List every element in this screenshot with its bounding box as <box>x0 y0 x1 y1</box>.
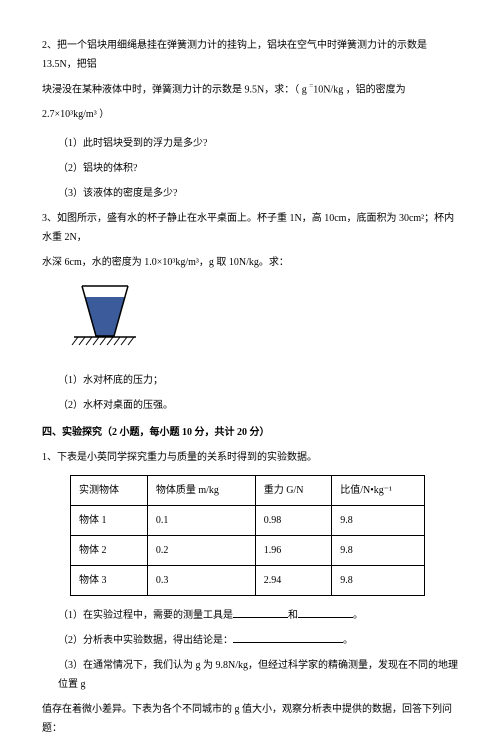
blank-tool2 <box>298 608 353 618</box>
cell: 1.96 <box>255 536 331 566</box>
q3-line1: 3、如图所示，盛有水的杯子静止在水平桌面上。杯子重 1N，高 10cm，底面积为… <box>42 209 458 247</box>
q3-sub2: （2）水杯对桌面的压强。 <box>42 396 458 415</box>
hatch <box>107 337 113 345</box>
q2-line3: 2.7×10³kg/m³ ） <box>42 105 458 124</box>
q2-line2-a: 块浸没在某种液体中时，弹簧测力计的示数是 9.5N，求：（ g <box>42 84 309 95</box>
cell: 0.3 <box>147 566 255 596</box>
sub2-a: （2）分析表中实验数据，得出结论是： <box>58 635 233 646</box>
cell: 物体 3 <box>71 566 148 596</box>
table-row: 物体 1 0.1 0.98 9.8 <box>71 506 425 536</box>
hatch <box>128 337 134 345</box>
hatch <box>114 337 120 345</box>
cell: 物体 1 <box>71 506 148 536</box>
cell: 2.94 <box>255 566 331 596</box>
cell: 0.2 <box>147 536 255 566</box>
q4-1-sub3-l1: （3）在通常情况下，我们认为 g 为 9.8N/kg，但经过科学家的精确测量，发… <box>42 656 458 694</box>
section4-title: 四、实验探究（2 小题，每小题 10 分，共计 20 分） <box>42 423 458 442</box>
hatch <box>86 337 92 345</box>
q2-line2-b: 10N/kg ，铝的密度为 <box>313 84 406 95</box>
th-mass: 物体质量 m/kg <box>147 476 255 506</box>
q2-sub1: （1）此时铝块受到的浮力是多少? <box>42 134 458 153</box>
blank-conclusion <box>233 633 343 643</box>
cell: 0.1 <box>147 506 255 536</box>
cell: 9.8 <box>332 536 425 566</box>
th-gravity: 重力 G/N <box>255 476 331 506</box>
cup-svg <box>70 282 140 354</box>
hatch <box>72 337 78 345</box>
cell: 物体 2 <box>71 536 148 566</box>
q3-sub1: （1）水对杯底的压力； <box>42 371 458 390</box>
table-row: 物体 3 0.3 2.94 9.8 <box>71 566 425 596</box>
cell: 9.8 <box>332 566 425 596</box>
cell: 9.8 <box>332 506 425 536</box>
sub1-c: 。 <box>353 610 363 621</box>
q4-1-intro: 1、下表是小英同学探究重力与质量的关系时得到的实验数据。 <box>42 448 458 467</box>
q2-sub2: （2）铝块的体积? <box>42 159 458 178</box>
sub1-a: （1）在实验过程中，需要的测量工具是 <box>58 610 233 621</box>
table-header-row: 实测物体 物体质量 m/kg 重力 G/N 比值/N•kg⁻¹ <box>71 476 425 506</box>
q2-sub3: （3）该液体的密度是多少? <box>42 184 458 203</box>
sub2-b: 。 <box>343 635 353 646</box>
th-object: 实测物体 <box>71 476 148 506</box>
cup-diagram <box>70 282 458 361</box>
hatch <box>79 337 85 345</box>
q2-line1: 2、把一个铝块用细绳悬挂在弹簧测力计的挂钩上，铝块在空气中时弹簧测力计的示数是 … <box>42 36 458 74</box>
q4-1-sub1: （1）在实验过程中，需要的测量工具是 和 。 <box>42 606 458 625</box>
q4-1-sub2: （2）分析表中实验数据，得出结论是： 。 <box>42 631 458 650</box>
hatch <box>121 337 127 345</box>
th-ratio: 比值/N•kg⁻¹ <box>332 476 425 506</box>
hatch <box>100 337 106 345</box>
q4-1-sub3-l2: 值存在着微小差异。下表为各个不同城市的 g 值大小，观察分析表中提供的数据，回答… <box>42 700 458 738</box>
cell: 0.98 <box>255 506 331 536</box>
sub1-b: 和 <box>288 610 298 621</box>
table-row: 物体 2 0.2 1.96 9.8 <box>71 536 425 566</box>
hatch <box>93 337 99 345</box>
q3-line2: 水深 6cm，水的密度为 1.0×10³kg/m³，g 取 10N/kg。求： <box>42 253 458 272</box>
blank-tool1 <box>233 608 288 618</box>
q2-line2: 块浸没在某种液体中时，弹簧测力计的示数是 9.5N，求：（ g =10N/kg … <box>42 80 458 99</box>
data-table: 实测物体 物体质量 m/kg 重力 G/N 比值/N•kg⁻¹ 物体 1 0.1… <box>70 475 425 596</box>
